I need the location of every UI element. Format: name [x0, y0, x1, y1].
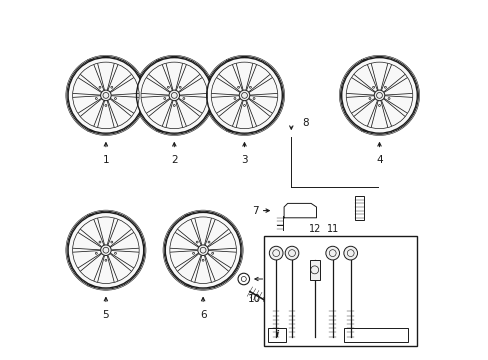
Text: 5: 5 [102, 310, 109, 320]
Circle shape [373, 90, 384, 101]
Text: 10: 10 [247, 294, 260, 305]
Text: 2: 2 [171, 155, 177, 165]
Circle shape [165, 212, 241, 288]
Bar [309, 260, 319, 280]
Circle shape [68, 58, 143, 133]
Circle shape [341, 58, 416, 133]
Text: 11: 11 [326, 224, 338, 234]
Bar [354, 196, 364, 220]
Circle shape [101, 245, 111, 256]
Circle shape [198, 245, 208, 256]
Text: 1: 1 [102, 155, 109, 165]
Text: i: i [275, 330, 278, 339]
Circle shape [343, 246, 357, 260]
Text: 9: 9 [281, 279, 288, 289]
Bar [264, 236, 416, 346]
Circle shape [206, 58, 282, 133]
Text: 3: 3 [241, 155, 247, 165]
Bar [343, 328, 407, 342]
Text: 13: 13 [266, 274, 280, 284]
Text: 4: 4 [375, 155, 382, 165]
Circle shape [239, 90, 249, 101]
Bar [267, 328, 285, 342]
Text: 6: 6 [200, 310, 206, 320]
Text: 8: 8 [302, 118, 308, 128]
Text: 7: 7 [252, 206, 258, 216]
Circle shape [68, 212, 143, 288]
Text: 12: 12 [308, 224, 320, 234]
Circle shape [101, 90, 111, 101]
Circle shape [136, 58, 212, 133]
Circle shape [169, 90, 179, 101]
Circle shape [269, 246, 283, 260]
Circle shape [325, 246, 339, 260]
Circle shape [285, 246, 298, 260]
